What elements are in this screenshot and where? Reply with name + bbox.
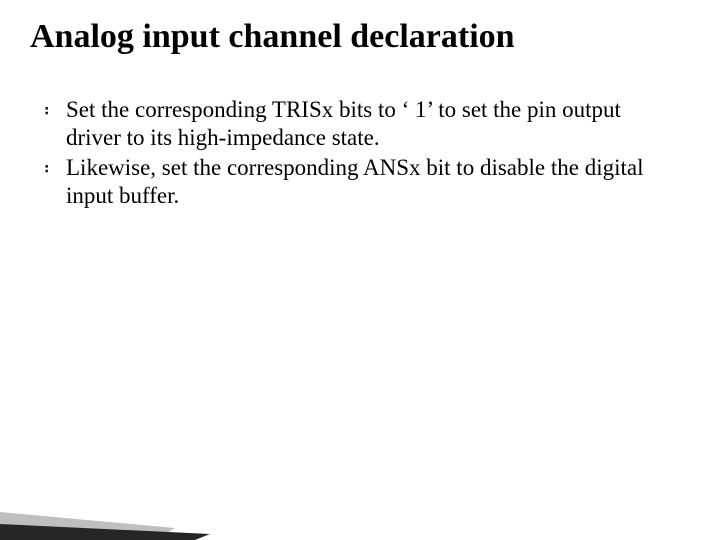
bullet-icon: ։ bbox=[44, 154, 66, 182]
slide: Analog input channel declaration ։ Set t… bbox=[0, 0, 720, 540]
corner-wedge-icon bbox=[0, 490, 210, 540]
bullet-text: Likewise, set the corresponding ANSx bit… bbox=[66, 154, 664, 210]
list-item: ։ Set the corresponding TRISx bits to ‘ … bbox=[44, 96, 664, 152]
list-item: ։ Likewise, set the corresponding ANSx b… bbox=[44, 154, 664, 210]
bullet-text: Set the corresponding TRISx bits to ‘ 1’… bbox=[66, 96, 664, 152]
page-title: Analog input channel declaration bbox=[30, 18, 515, 56]
bullet-icon: ։ bbox=[44, 96, 66, 124]
bullet-list: ։ Set the corresponding TRISx bits to ‘ … bbox=[44, 96, 664, 212]
wedge-dark-icon bbox=[0, 524, 210, 540]
wedge-light-icon bbox=[0, 512, 175, 540]
